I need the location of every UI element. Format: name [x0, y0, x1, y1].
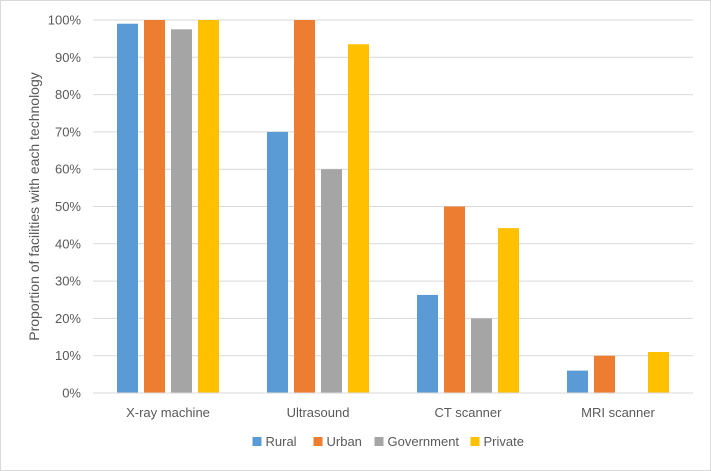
legend-label-urban: Urban	[327, 434, 362, 449]
bar-government-3	[471, 318, 492, 393]
legend-swatch-urban	[313, 437, 323, 446]
y-tick-label: 100%	[48, 13, 82, 28]
legend-label-government: Government	[388, 434, 460, 449]
y-tick-label: 80%	[55, 87, 81, 102]
bar-government-2	[321, 169, 342, 393]
legend-label-rural: Rural	[266, 434, 297, 449]
y-tick-label: 30%	[55, 274, 81, 289]
bar-private-1	[198, 20, 219, 393]
bars	[117, 20, 669, 394]
bar-urban-1	[144, 20, 165, 393]
bar-private-3	[498, 228, 519, 393]
x-tick-label: MRI scanner	[581, 405, 655, 420]
bar-rural-1	[117, 23, 138, 393]
y-tick-label: 60%	[55, 162, 81, 177]
bar-private-2	[348, 44, 369, 394]
x-axis-ticks: X-ray machine Ultrasound CT scanner MRI sca…	[126, 405, 655, 420]
bar-urban-2	[294, 20, 315, 393]
legend: Rural Urban Government Private	[252, 434, 524, 449]
legend-swatch-government	[374, 437, 384, 446]
bar-rural-2	[267, 131, 288, 393]
bar-private-4	[648, 351, 669, 393]
y-tick-label: 70%	[55, 124, 81, 139]
bar-rural-3	[417, 294, 438, 393]
legend-swatch-rural	[252, 437, 262, 446]
x-tick-label: Ultrasound	[287, 405, 350, 420]
x-tick-label: CT scanner	[435, 405, 503, 420]
y-tick-label: 50%	[55, 199, 81, 214]
y-tick-label: 40%	[55, 236, 81, 251]
legend-swatch-private	[470, 437, 480, 446]
bar-urban-4	[594, 355, 615, 393]
y-tick-label: 10%	[55, 348, 81, 363]
gridlines	[93, 19, 693, 357]
x-tick-label: X-ray machine	[126, 405, 210, 420]
bar-government-1	[171, 29, 192, 393]
y-tick-label: 0%	[62, 386, 81, 401]
y-tick-label: 20%	[55, 311, 81, 326]
bar-rural-4	[567, 370, 588, 393]
y-axis-label: Proportion of facilities with each techn…	[26, 72, 42, 340]
legend-label-private: Private	[484, 434, 524, 449]
y-tick-label: 90%	[55, 50, 81, 65]
y-axis-ticks: 0% 10% 20% 30% 40% 50% 60% 70% 80% 90% 100%	[48, 13, 82, 401]
bar-urban-3	[444, 206, 465, 393]
